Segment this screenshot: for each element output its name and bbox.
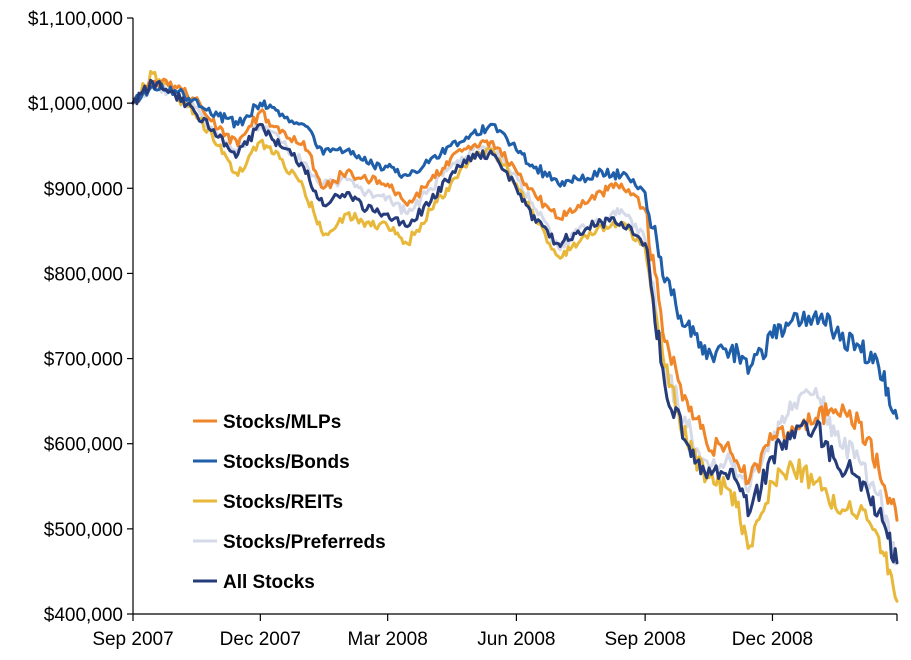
x-tick-label: Sep 2008 (604, 629, 685, 650)
legend: Stocks/MLPs Stocks/Bonds Stocks/REITs Stock… (193, 412, 386, 593)
series-layer (131, 69, 899, 603)
legend-label: Stocks/Preferreds (223, 532, 386, 553)
ticks-layer: $400,000 $500,000 $600,000 $700,000 $800,000… (28, 9, 898, 650)
axes-layer (132, 18, 897, 615)
y-tick-label: $600,000 (44, 435, 123, 456)
y-tick-label: $400,000 (44, 605, 123, 626)
y-tick-label: $1,100,000 (28, 9, 123, 30)
legend-label: All Stocks (223, 572, 315, 593)
x-tick-label: Dec 2007 (220, 629, 301, 650)
x-tick-label: Dec 2008 (732, 629, 813, 650)
legend-label: Stocks/REITs (223, 492, 343, 513)
y-tick-label: $800,000 (44, 264, 123, 285)
y-tick-label: $1,000,000 (28, 94, 123, 115)
x-tick-label: Jun 2008 (477, 629, 555, 650)
series-line-stocks-reits (131, 69, 899, 603)
y-tick-label: $700,000 (44, 350, 123, 371)
y-tick-label: $500,000 (44, 520, 123, 541)
x-tick-label: Mar 2008 (348, 629, 428, 650)
series-line-stocks-mlps (131, 77, 899, 522)
x-tick-label: Sep 2007 (92, 629, 173, 650)
y-tick-label: $900,000 (44, 179, 123, 200)
legend-label: Stocks/MLPs (223, 412, 341, 433)
legend-label: Stocks/Bonds (223, 452, 350, 473)
series-line-all-stocks (131, 78, 899, 565)
series-line-stocks-bonds (131, 82, 899, 420)
